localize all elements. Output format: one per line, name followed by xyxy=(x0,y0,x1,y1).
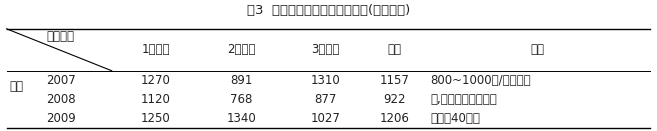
Text: 2007: 2007 xyxy=(46,74,76,87)
Text: 表3  华山松球蚜虫口密度调查表(大管尔乌): 表3 华山松球蚜虫口密度调查表(大管尔乌) xyxy=(247,4,410,17)
Text: 800~1000头/株需要防: 800~1000头/株需要防 xyxy=(430,74,531,87)
Text: 1号样地: 1号样地 xyxy=(142,43,170,56)
Text: 1206: 1206 xyxy=(379,112,409,125)
Text: 768: 768 xyxy=(230,93,253,106)
Text: 1270: 1270 xyxy=(141,74,171,87)
Text: 1250: 1250 xyxy=(141,112,171,125)
Text: 2008: 2008 xyxy=(46,93,76,106)
Text: 年度: 年度 xyxy=(10,80,24,93)
Text: 1310: 1310 xyxy=(310,74,340,87)
Text: 2009: 2009 xyxy=(46,112,76,125)
Text: 1027: 1027 xyxy=(310,112,340,125)
Text: 虫口密度: 虫口密度 xyxy=(46,30,74,43)
Text: 1120: 1120 xyxy=(141,93,171,106)
Text: 2号样地: 2号样地 xyxy=(227,43,256,56)
Text: 3号样地: 3号样地 xyxy=(311,43,340,56)
Text: 1340: 1340 xyxy=(227,112,256,125)
Text: 891: 891 xyxy=(230,74,253,87)
Text: 费时约40分钟: 费时约40分钟 xyxy=(430,112,480,125)
Text: 1157: 1157 xyxy=(379,74,409,87)
Text: 平均: 平均 xyxy=(387,43,401,56)
Text: 治,每个样地外业调查: 治,每个样地外业调查 xyxy=(430,93,497,106)
Text: 877: 877 xyxy=(314,93,336,106)
Text: 922: 922 xyxy=(383,93,405,106)
Text: 说明: 说明 xyxy=(530,43,544,56)
